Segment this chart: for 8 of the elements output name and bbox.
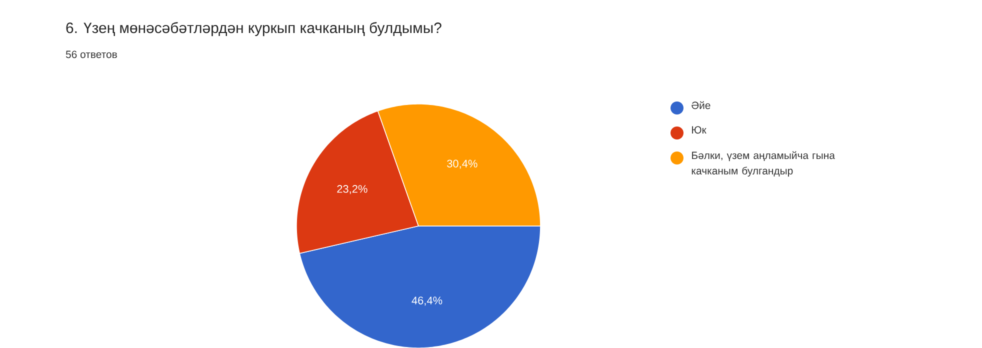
data-label: 23,2%	[337, 184, 368, 194]
legend-label: Әйе	[692, 101, 710, 109]
data-label: 30,4%	[447, 160, 478, 169]
chart-title: 6. Үзең мөнәсәбәтләрдән куркып качканың булдымы?	[66, 22, 442, 36]
text: 56 ответов	[66, 50, 117, 58]
data-label: 46,4%	[412, 296, 442, 306]
legend-label: Юк	[692, 126, 706, 134]
legend-label: Бәлки, үзем аңламыйча гына качканым булгандыр	[692, 151, 835, 176]
